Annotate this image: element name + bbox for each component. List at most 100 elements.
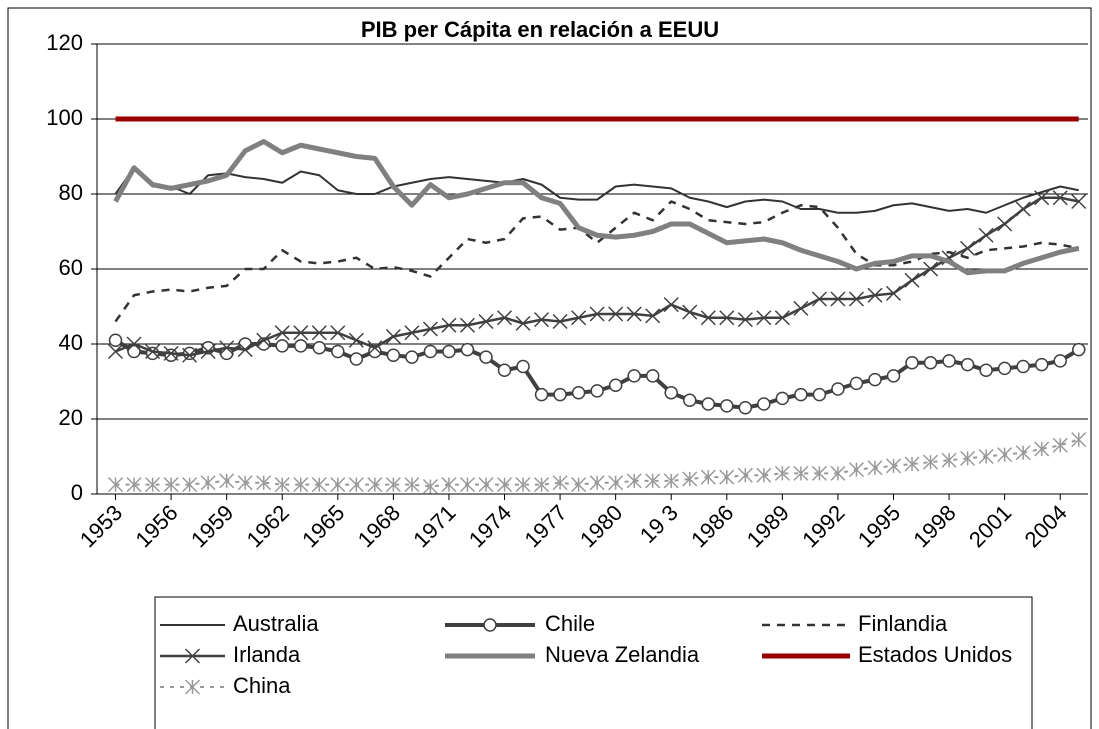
- x-tick-label: 2004: [1020, 500, 1072, 552]
- series-marker: [441, 477, 457, 493]
- x-tick-label: 1977: [519, 500, 571, 552]
- series-marker: [960, 357, 975, 372]
- series-marker: [923, 261, 939, 277]
- series-marker: [200, 475, 216, 491]
- series-marker: [478, 313, 494, 330]
- series-marker: [422, 321, 438, 337]
- series-line: [114, 200, 1079, 323]
- series-marker: [497, 363, 512, 377]
- series-marker: [237, 342, 253, 358]
- y-tick-label: 120: [46, 30, 83, 55]
- series-marker: [330, 325, 346, 341]
- x-tick-label: 1959: [186, 500, 238, 552]
- series-marker: [571, 386, 586, 400]
- series-marker: [867, 287, 883, 303]
- series-marker: [534, 312, 550, 328]
- series-marker: [200, 343, 216, 360]
- series-marker: [385, 477, 401, 493]
- series-marker: [737, 312, 753, 328]
- series-marker: [126, 477, 142, 493]
- y-tick-label: 60: [59, 255, 83, 280]
- series-marker: [1071, 193, 1087, 210]
- x-tick-label: 19 3: [635, 500, 683, 548]
- series-marker: [1034, 441, 1050, 457]
- series-marker: [1052, 437, 1068, 453]
- series-marker: [997, 361, 1012, 376]
- series-marker: [848, 291, 864, 307]
- series-marker: [978, 448, 994, 465]
- series-marker: [515, 477, 531, 493]
- series-marker: [682, 471, 698, 487]
- series-marker: [775, 391, 790, 406]
- series-marker: [589, 306, 605, 322]
- series-marker: [626, 306, 642, 322]
- series-marker: [737, 467, 753, 483]
- series-marker: [978, 227, 994, 243]
- series-marker: [608, 378, 623, 392]
- series-marker: [645, 308, 661, 324]
- series-marker: [738, 401, 753, 415]
- series-marker: [386, 348, 401, 362]
- series-marker: [904, 456, 920, 472]
- series-marker: [793, 300, 809, 316]
- series-marker: [590, 384, 604, 398]
- series-marker: [367, 477, 383, 493]
- series-marker: [941, 452, 957, 468]
- series-marker: [923, 454, 939, 470]
- y-tick-label: 40: [59, 330, 83, 355]
- legend-box: [154, 596, 1033, 729]
- legend-label: Nueva Zelandia: [545, 642, 700, 667]
- series-marker: [163, 477, 179, 493]
- series-marker: [405, 350, 419, 364]
- x-tick-label: 1986: [686, 500, 738, 552]
- series-marker: [626, 473, 642, 489]
- chart-frame: [7, 7, 1092, 729]
- series-marker: [608, 306, 624, 322]
- series-marker: [627, 369, 641, 383]
- series-marker: [237, 475, 253, 491]
- series-marker: [571, 477, 587, 493]
- series-marker: [923, 356, 938, 370]
- series-marker: [330, 477, 346, 493]
- series-marker: [589, 475, 605, 491]
- x-tick-label: 1953: [75, 500, 127, 552]
- series-marker: [496, 310, 513, 326]
- series-marker: [368, 344, 382, 359]
- x-tick-label: 1995: [853, 500, 905, 552]
- x-tick-label: 1980: [575, 500, 627, 552]
- legend-marker: [483, 618, 497, 632]
- series-marker: [701, 397, 716, 411]
- series-marker: [1016, 359, 1030, 374]
- y-tick-label: 20: [59, 405, 83, 430]
- series-marker: [904, 272, 920, 288]
- series-marker: [1034, 357, 1049, 372]
- x-tick-label: 1974: [464, 500, 516, 552]
- legend-marker: [184, 648, 201, 664]
- series-marker: [367, 340, 383, 356]
- series-marker: [960, 240, 976, 256]
- series-marker: [645, 473, 661, 489]
- series-marker: [1071, 342, 1086, 357]
- series-marker: [422, 478, 438, 495]
- series-marker: [516, 359, 530, 374]
- series-marker: [441, 317, 457, 333]
- series-marker: [459, 317, 475, 333]
- series-marker: [348, 332, 364, 348]
- series-marker: [830, 291, 846, 307]
- series-marker: [127, 344, 141, 359]
- series-marker: [108, 333, 123, 347]
- series-marker: [496, 477, 513, 493]
- series-marker: [885, 285, 902, 301]
- series-marker: [811, 465, 827, 481]
- x-tick-label: 1989: [742, 500, 794, 552]
- legend-label: Irlanda: [233, 642, 301, 667]
- series-marker: [774, 465, 790, 481]
- series-marker: [163, 345, 179, 361]
- series-marker: [145, 343, 161, 360]
- series-marker: [868, 372, 882, 387]
- series-marker: [756, 310, 772, 326]
- legend-label: Estados Unidos: [858, 642, 1012, 667]
- series-marker: [720, 399, 734, 413]
- series-marker: [756, 467, 772, 483]
- x-tick-label: 1998: [908, 500, 960, 552]
